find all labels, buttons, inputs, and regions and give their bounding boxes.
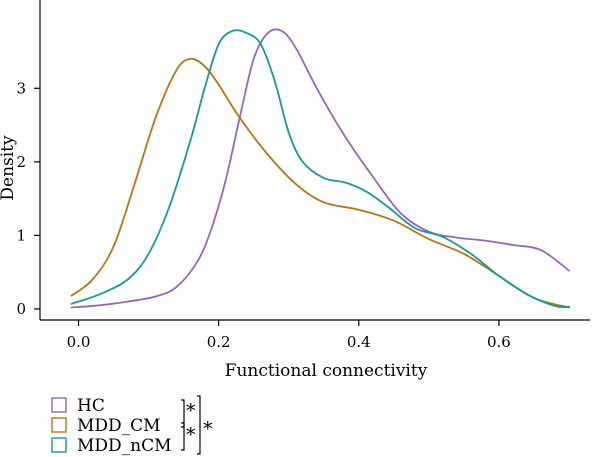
y-tick-label: 1 bbox=[16, 226, 26, 244]
density-curves bbox=[70, 28, 570, 309]
significance-mark-2: * bbox=[186, 424, 196, 446]
bracket-mdd-cm-mdd-ncm bbox=[181, 422, 185, 451]
x-tick-label: 0.6 bbox=[487, 333, 511, 351]
legend-swatch-mdd-ncm bbox=[51, 437, 67, 453]
x-tick-label: 0.4 bbox=[347, 333, 371, 351]
y-tick-label: 3 bbox=[16, 79, 26, 97]
legend-swatch-mdd-cm bbox=[51, 417, 67, 433]
y-tick-label: 0 bbox=[16, 300, 26, 318]
x-tick-label: 0.0 bbox=[67, 333, 91, 351]
bracket-hc-mdd-cm bbox=[181, 399, 185, 428]
density-line-mdd-ncm bbox=[70, 29, 570, 309]
significance-mark-3: * bbox=[203, 418, 213, 440]
significance-mark-1: * bbox=[186, 400, 196, 422]
tick-labels: 0.0 0.2 0.4 0.6 0 1 2 3 bbox=[16, 79, 510, 351]
x-axis-title: Functional connectivity bbox=[225, 361, 428, 381]
legend-label-mdd-cm: MDD_CM bbox=[77, 416, 161, 436]
density-line-hc bbox=[70, 28, 570, 309]
x-tick-label: 0.2 bbox=[207, 333, 231, 351]
y-axis-title: Density bbox=[0, 135, 18, 201]
y-tick-label: 2 bbox=[16, 153, 26, 171]
legend-swatch-hc bbox=[51, 397, 67, 413]
axes bbox=[39, 0, 590, 321]
bracket-hc-mdd-ncm bbox=[197, 395, 201, 455]
legend-label-hc: HC bbox=[77, 396, 105, 416]
density-line-mdd-cm bbox=[70, 57, 570, 309]
legend-label-mdd-ncm: MDD_nCM bbox=[77, 436, 172, 456]
significance-brackets: ** * bbox=[181, 395, 213, 455]
